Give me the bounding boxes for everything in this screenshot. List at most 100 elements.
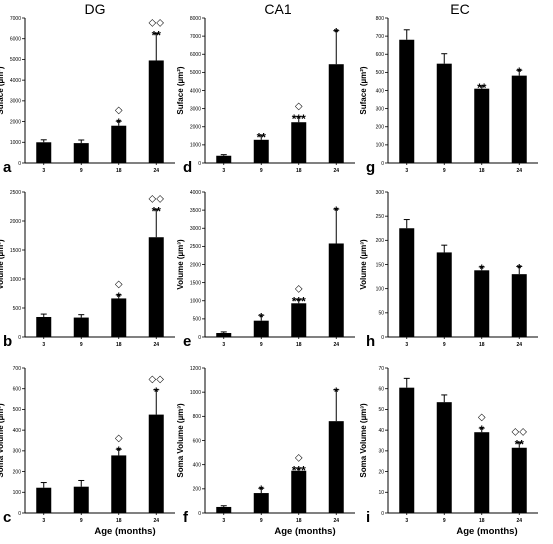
significance-stars: * [116, 290, 121, 304]
significance-diamonds: ◇ [115, 105, 123, 116]
x-tick-label: 24 [333, 518, 339, 524]
y-tick-label: 600 [193, 438, 202, 444]
x-tick-label: 18 [479, 518, 485, 524]
y-axis-label: Volume (µm³) [176, 239, 185, 290]
significance-diamonds: ◇◇ [149, 374, 165, 385]
x-tick-label: 18 [296, 518, 302, 524]
bar [111, 298, 127, 337]
y-tick-label: 400 [193, 462, 202, 468]
bar [253, 493, 269, 513]
bar [511, 75, 527, 163]
x-tick-label: 24 [333, 168, 339, 174]
significance-stars: * [259, 310, 264, 324]
significance-stars: *** [292, 112, 306, 126]
significance-stars: * [334, 26, 339, 40]
y-tick-label: 600 [13, 387, 22, 393]
panel-e: 0 500 1000 1500 2000 2500 3000 3500 4000 Volume (… [176, 190, 355, 350]
y-tick-label: 1500 [10, 248, 21, 254]
panel-h: 0 50 100 150 200 250 300 Volume (µm³) 3 9 18 * 24 * h [359, 190, 538, 350]
y-tick-label: 3000 [10, 99, 21, 105]
panel-letter: e [183, 333, 191, 350]
y-tick-label: 7000 [10, 16, 21, 22]
panel-letter: f [183, 509, 189, 526]
bar [291, 303, 307, 337]
y-tick-label: 40 [378, 428, 384, 434]
bar [399, 39, 415, 163]
y-axis-label: Suface (µm²) [176, 66, 185, 115]
y-tick-label: 1200 [190, 366, 201, 372]
x-tick-label: 9 [443, 518, 446, 524]
x-tick-label: 24 [516, 342, 522, 348]
y-tick-label: 100 [376, 143, 385, 149]
panel-c: 0 100 200 300 400 500 600 700 Soma Volume (µm³) 3… [0, 366, 175, 526]
bar [399, 228, 415, 337]
y-tick-label: 4000 [10, 78, 21, 84]
y-tick-label: 0 [381, 335, 384, 341]
bar [111, 455, 127, 513]
x-tick-label: 9 [260, 518, 263, 524]
x-tick-label: 9 [80, 342, 83, 348]
bar [148, 414, 164, 513]
x-tick-label: 9 [80, 168, 83, 174]
x-tick-label: 3 [42, 518, 45, 524]
y-axis-label: Volume (µm³) [0, 239, 5, 290]
panel-letter: b [3, 333, 12, 350]
y-tick-label: 6000 [190, 52, 201, 58]
y-tick-label: 70 [378, 366, 384, 372]
bar [73, 486, 89, 513]
significance-stars: ** [152, 204, 162, 218]
significance-diamonds: ◇◇ [149, 193, 165, 204]
y-tick-label: 1000 [190, 390, 201, 396]
x-tick-label: 18 [296, 168, 302, 174]
x-axis-title-dg: Age (months) [94, 526, 155, 537]
y-tick-label: 300 [376, 106, 385, 112]
y-tick-label: 0 [18, 161, 21, 167]
y-tick-label: 4000 [190, 88, 201, 94]
y-tick-label: 5000 [10, 57, 21, 63]
bar [511, 274, 527, 337]
x-tick-label: 24 [516, 518, 522, 524]
panel-letter: i [366, 509, 370, 526]
panel-d: 0 1000 2000 3000 4000 5000 6000 7000 8000 Suface … [176, 16, 355, 176]
x-tick-label: 24 [153, 342, 159, 348]
x-tick-label: 3 [405, 518, 408, 524]
y-axis-label: Soma Volume (µm³) [176, 403, 185, 478]
y-tick-label: 700 [13, 366, 22, 372]
x-tick-label: 24 [333, 342, 339, 348]
y-tick-label: 8000 [190, 16, 201, 22]
y-tick-label: 2500 [190, 244, 201, 250]
significance-stars: *** [292, 463, 306, 477]
y-tick-label: 2000 [10, 119, 21, 125]
significance-diamonds: ◇ [115, 433, 123, 444]
significance-stars: * [259, 483, 264, 497]
x-axis-title-ec: Age (months) [456, 526, 517, 537]
bar [148, 237, 164, 337]
x-tick-label: 24 [153, 518, 159, 524]
panel-letter: a [3, 159, 12, 176]
significance-diamonds: ◇ [478, 412, 486, 423]
bar [148, 60, 164, 163]
significance-stars: ** [152, 29, 162, 43]
panel-letter: d [183, 159, 192, 176]
x-tick-label: 18 [116, 342, 122, 348]
y-axis-label: Soma Volume (µm³) [359, 403, 368, 478]
y-tick-label: 700 [376, 34, 385, 40]
y-tick-label: 0 [18, 511, 21, 517]
x-tick-label: 3 [405, 342, 408, 348]
y-axis-label: Volume (µm³) [359, 239, 368, 290]
significance-diamonds: ◇ [295, 452, 303, 463]
y-tick-label: 0 [198, 335, 201, 341]
panel-letter: g [366, 159, 375, 176]
y-tick-label: 200 [376, 125, 385, 131]
y-tick-label: 1000 [10, 277, 21, 283]
y-tick-label: 50 [378, 407, 384, 413]
y-tick-label: 400 [376, 88, 385, 94]
y-tick-label: 0 [381, 161, 384, 167]
significance-stars: ** [257, 130, 267, 144]
x-tick-label: 24 [153, 168, 159, 174]
column-title-ec: EC [450, 1, 469, 17]
y-tick-label: 200 [13, 469, 22, 475]
bar [253, 139, 269, 163]
x-tick-label: 18 [116, 168, 122, 174]
